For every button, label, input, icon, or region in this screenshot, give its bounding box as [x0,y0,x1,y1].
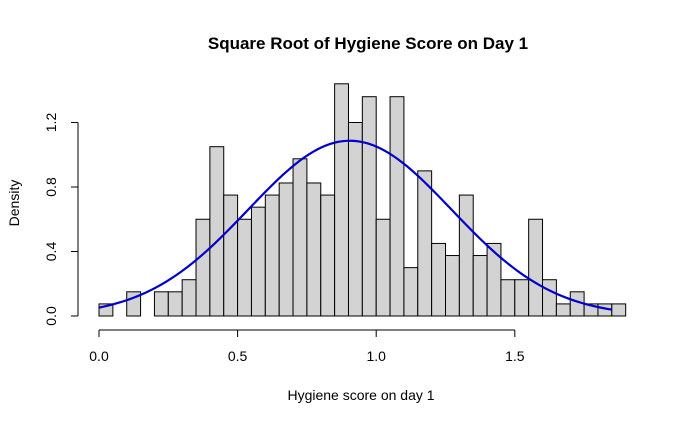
histogram-bar [542,279,557,317]
y-axis-label: Density [6,180,22,227]
histogram-bar [611,303,627,317]
histogram-bar [389,96,405,317]
histogram-bar [264,194,280,317]
histogram-bar [528,218,544,317]
x-tick-label: 1.5 [505,348,525,364]
histogram-bar [555,303,571,317]
histogram-bar [195,218,211,317]
y-axis: 0.0 0.4 0.8 1.2 [43,113,79,326]
histogram-bar [472,255,488,317]
histogram-bar [181,279,197,317]
x-axis-label: Hygiene score on day 1 [287,387,434,403]
x-tick-label: 0.5 [228,348,248,364]
x-axis: 0.0 0.5 1.0 1.5 [89,329,525,364]
y-tick-label: 0.8 [43,177,59,197]
density-curve [98,139,613,311]
histogram-bar [223,194,239,317]
density-curve-layer [98,139,613,311]
histogram-bar [292,158,308,317]
y-tick-label: 0.4 [43,242,59,262]
x-tick-label: 0.0 [89,348,109,364]
histogram-bar [167,291,183,317]
histogram-bar [278,182,294,317]
histogram-bar [445,255,460,317]
histogram-bars [98,83,627,317]
histogram-bar [514,279,530,317]
histogram-bar [334,83,349,317]
histogram-bar [209,146,225,317]
x-tick-label: 1.0 [366,348,386,364]
histogram-bar [486,242,502,317]
histogram-bar [306,182,322,317]
y-tick-label: 0.0 [43,306,59,326]
histogram-bar [375,218,391,317]
histogram-bar [153,291,169,317]
histogram-bar [361,96,377,317]
histogram-bar [237,218,252,317]
chart-title: Square Root of Hygiene Score on Day 1 [208,34,528,53]
histogram-bar [403,267,419,317]
histogram-bar [417,170,433,317]
histogram-bar [500,279,516,317]
histogram-bar [458,194,474,317]
histogram-bar [250,206,266,317]
histogram-bar [431,242,447,317]
y-tick-label: 1.2 [43,113,59,133]
histogram-bar [320,194,336,317]
histogram-bar [347,122,363,317]
